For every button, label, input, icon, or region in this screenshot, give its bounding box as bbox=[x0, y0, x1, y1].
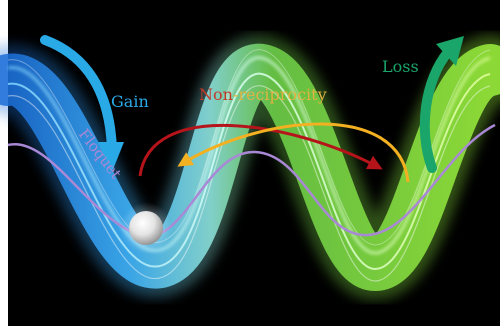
gain-label: Gain bbox=[111, 92, 149, 111]
nonreciprocity-suffix: -reciprocity bbox=[233, 85, 327, 104]
wave-ribbon-strand-1 bbox=[7, 56, 491, 255]
red-forward-arrow bbox=[138, 124, 383, 177]
wave-ribbon-strand-4 bbox=[7, 49, 491, 246]
floquet-line bbox=[7, 123, 496, 238]
wave-ribbon-strand-3 bbox=[7, 85, 491, 282]
ball bbox=[129, 211, 163, 245]
nonreciprocity-prefix: Non bbox=[199, 85, 233, 104]
orange-backward-arrow bbox=[177, 122, 410, 183]
loss-label: Loss bbox=[382, 57, 419, 76]
nonreciprocity-label: Non-reciprocity bbox=[199, 85, 327, 104]
wave-ribbon-strand-2 bbox=[7, 72, 491, 271]
gain-arrow-head bbox=[98, 142, 124, 172]
gain-arrow bbox=[40, 35, 124, 172]
loss-arrow-head bbox=[436, 36, 464, 66]
loss-arrow bbox=[419, 36, 464, 173]
